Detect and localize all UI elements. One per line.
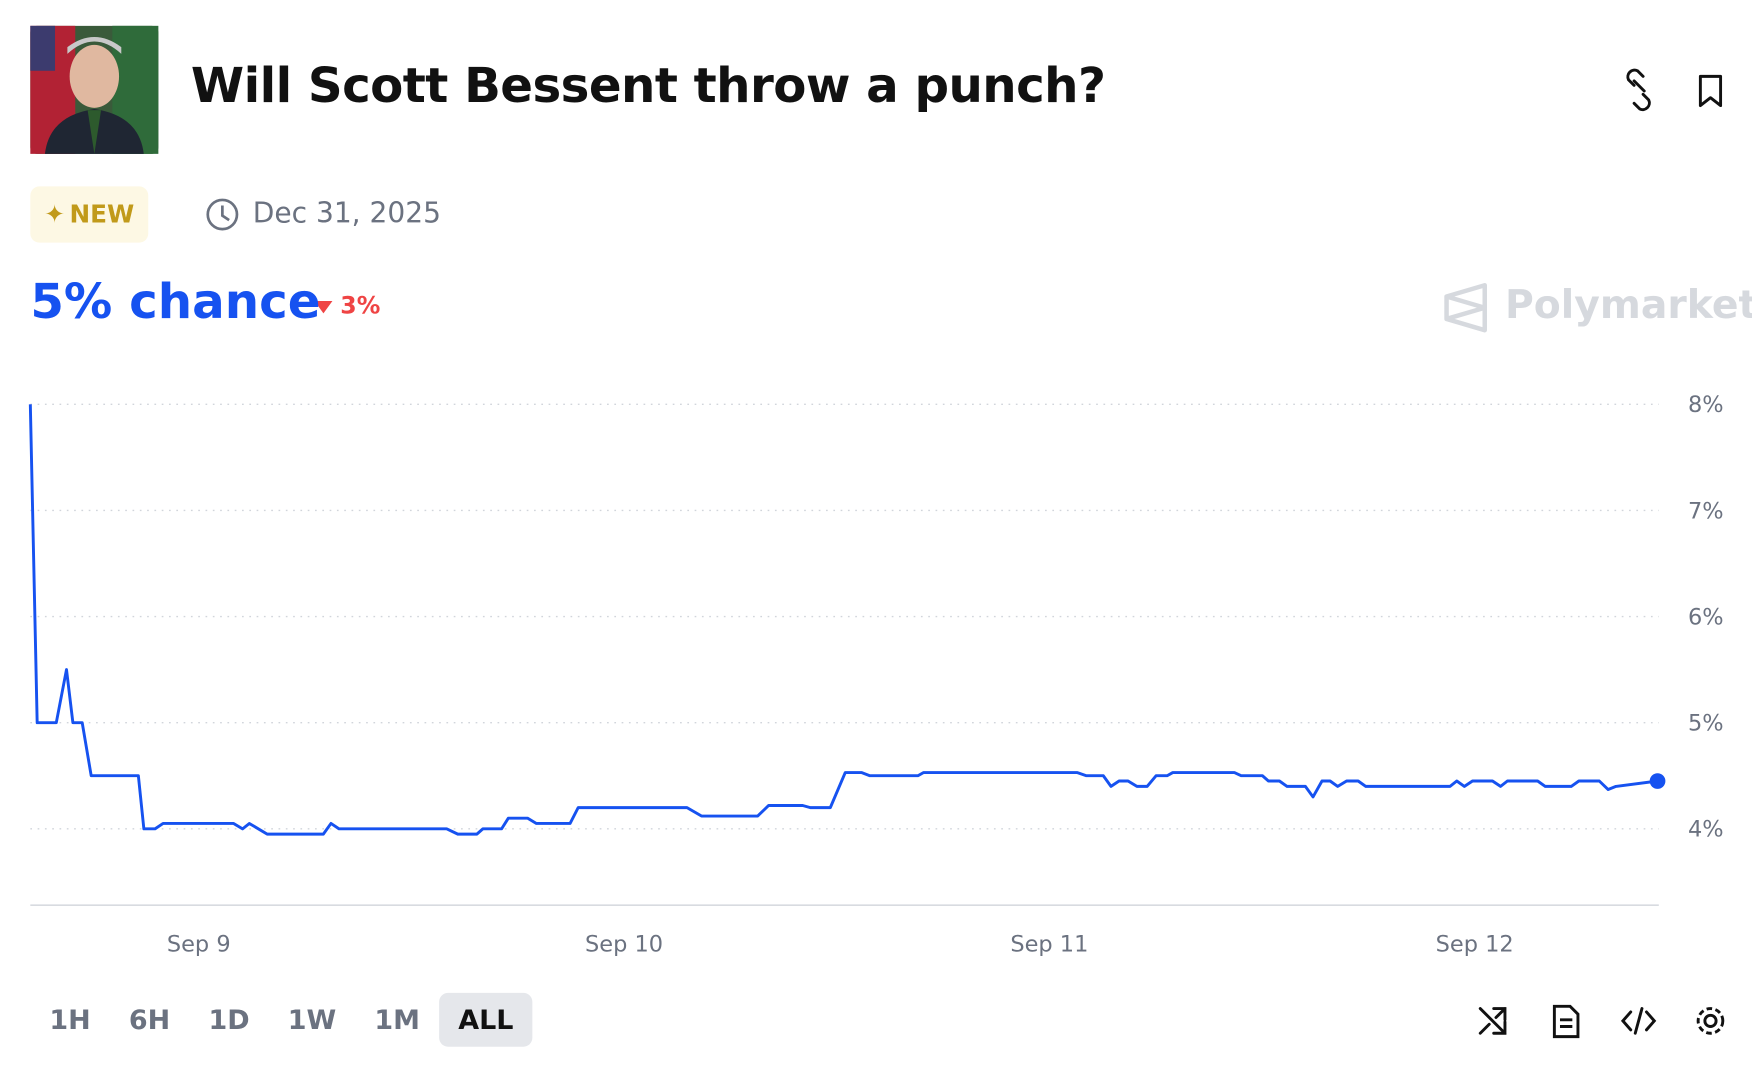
x-tick-label: Sep 11 [1010,931,1088,957]
shuffle-icon[interactable] [1478,1007,1507,1035]
y-tick-label: 6% [1688,604,1724,630]
avatar [30,25,159,154]
range-button[interactable]: 1H [49,1004,91,1036]
bookmark-icon[interactable] [1698,74,1723,108]
code-icon[interactable] [1620,1007,1657,1035]
new-badge: ✦ NEW [30,186,149,243]
x-tick-label: Sep 12 [1436,931,1514,957]
down-triangle [314,300,333,314]
star: ✦ [44,200,65,229]
x-tick-label: Sep 9 [167,931,231,957]
chance: 5% chance [30,274,321,331]
link-icon[interactable] [1626,68,1651,111]
brand: Polymarket [1504,283,1752,328]
y-tick-label: 7% [1688,498,1724,524]
badge-text: NEW [69,200,135,229]
document-icon[interactable] [1552,1004,1580,1039]
last-point [1649,773,1666,789]
range-button[interactable]: 6H [128,1004,171,1036]
brand-logo [1444,283,1487,333]
change: 3% [340,292,381,319]
y-tick-label: 5% [1688,711,1724,737]
y-tick-label: 4% [1688,817,1724,843]
range-button[interactable]: 1D [208,1004,250,1036]
title: Will Scott Bessent throw a punch? [190,58,1106,115]
end-date: Dec 31, 2025 [252,196,441,230]
x-tick-label: Sep 10 [585,931,663,957]
clock-icon [206,198,239,231]
range-tabs: 1H 6H 1D 1W 1M ALL [30,992,533,1047]
range-button[interactable]: ALL [439,992,533,1047]
settings-icon[interactable] [1696,1007,1725,1035]
y-tick-label: 8% [1688,392,1724,418]
range-button[interactable]: 1M [374,1004,421,1036]
price-line [28,404,1658,836]
range-button[interactable]: 1W [287,1004,337,1036]
